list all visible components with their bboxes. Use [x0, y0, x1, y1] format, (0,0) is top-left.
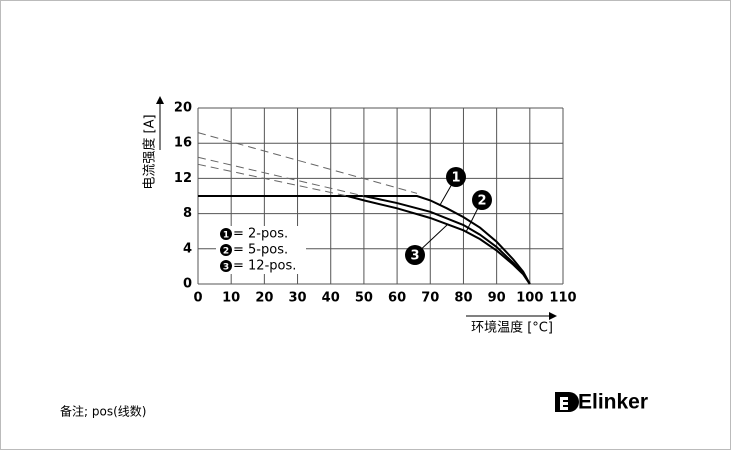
x-tick-label: 80 [454, 291, 472, 306]
callout-label: 3 [410, 249, 419, 264]
x-tick-label: 40 [322, 291, 340, 306]
x-tick-label: 0 [193, 291, 202, 306]
x-tick-label: 60 [388, 291, 406, 306]
callout [472, 190, 492, 210]
series-line [347, 195, 531, 285]
extension-line [197, 132, 418, 194]
x-tick-label: 70 [421, 291, 439, 306]
y-tick-label: 12 [174, 171, 192, 186]
x-tick-label: 10 [222, 291, 240, 306]
y-tick-label: 0 [183, 277, 192, 292]
logo-icon-mark [560, 397, 568, 410]
note: 备注; pos(线数) [60, 404, 146, 419]
legend-marker [220, 228, 232, 240]
y-tick-label: 8 [183, 206, 192, 221]
legend-label: = 2-pos. [233, 227, 288, 242]
brand-logo: Elinker [555, 391, 648, 414]
callout [405, 245, 425, 265]
x-axis-label: 环境温度 [°C] [471, 320, 553, 336]
x-tick-label: 20 [255, 291, 273, 306]
callout-label: 1 [451, 171, 460, 186]
legend-bg [216, 242, 306, 258]
y-tick-label: 16 [174, 136, 192, 151]
legend-marker [220, 244, 232, 256]
x-tick-label: 30 [288, 291, 306, 306]
y-arrow-head [156, 96, 164, 104]
series-line [198, 195, 531, 285]
legend-bg [216, 258, 306, 274]
legend-marker-label: 1 [223, 231, 229, 241]
x-tick-label: 50 [355, 291, 373, 306]
y-tick-label: 4 [183, 241, 192, 256]
x-tick-label: 100 [516, 291, 543, 306]
x-tick-label: 110 [549, 291, 576, 306]
y-tick-label: 20 [174, 101, 192, 116]
extension-line [197, 156, 365, 197]
legend-label: = 5-pos. [233, 243, 288, 258]
legend-label: = 12-pos. [233, 259, 296, 274]
callout-label: 2 [477, 194, 486, 209]
y-axis-label: 电流强度 [A] [142, 114, 158, 189]
callout [446, 167, 466, 187]
legend-bg [216, 226, 306, 242]
legend-marker-label: 3 [223, 263, 229, 273]
legend-marker [220, 260, 232, 272]
x-arrow-head [549, 312, 557, 320]
x-tick-label: 90 [488, 291, 506, 306]
legend-marker-label: 2 [223, 247, 229, 257]
brand: Elinker [578, 391, 648, 414]
